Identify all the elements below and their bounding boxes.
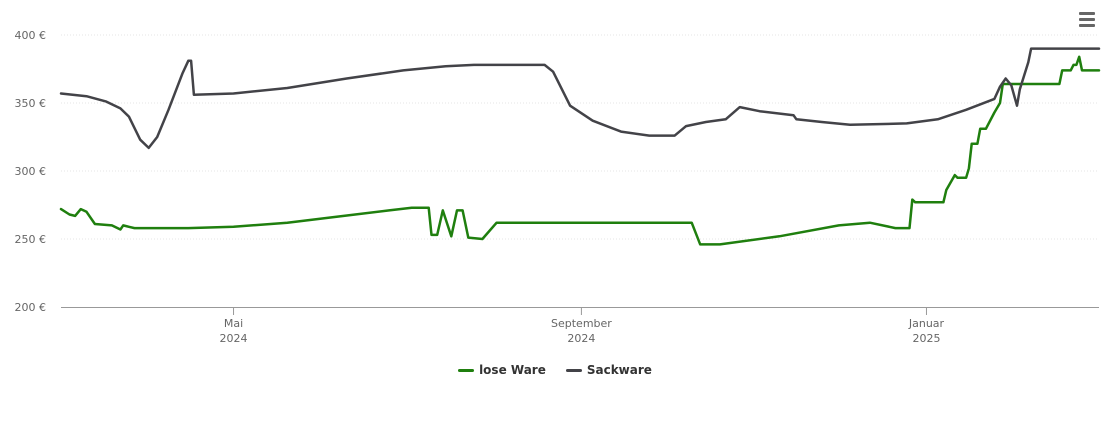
y-tick-label: 200 €: [15, 301, 47, 314]
legend-swatch-sackware: [565, 368, 582, 372]
y-tick-label: 350 €: [15, 97, 47, 110]
series-line-lose-ware[interactable]: [59, 55, 1101, 246]
x-axis: Mai 2024 September 2024 Januar 2025: [61, 307, 1099, 345]
x-tick-label-month: Januar: [908, 317, 945, 330]
x-tick-label-month: Mai: [224, 317, 243, 330]
legend: lose Ware Sackware: [0, 363, 1110, 377]
y-axis: 200 € 250 € 300 € 350 € 400 €: [15, 29, 47, 314]
legend-item-sackware[interactable]: Sackware: [565, 363, 652, 377]
hamburger-menu-icon[interactable]: [1076, 12, 1098, 32]
x-tick-label-year: 2025: [912, 332, 940, 345]
x-tick-label-year: 2024: [220, 332, 248, 345]
y-tick-label: 300 €: [15, 165, 47, 178]
legend-swatch-lose-ware: [458, 368, 475, 372]
legend-label-lose-ware: lose Ware: [479, 363, 546, 377]
series-line-sackware[interactable]: [59, 47, 1101, 150]
grid-lines: [61, 34, 1099, 240]
series-group: [59, 47, 1101, 246]
y-tick-label: 400 €: [15, 29, 47, 42]
legend-item-lose-ware[interactable]: lose Ware: [458, 363, 546, 377]
y-tick-label: 250 €: [15, 233, 47, 246]
x-tick-label-year: 2024: [567, 332, 595, 345]
x-tick-label-month: September: [551, 317, 612, 330]
legend-label-sackware: Sackware: [586, 363, 652, 377]
